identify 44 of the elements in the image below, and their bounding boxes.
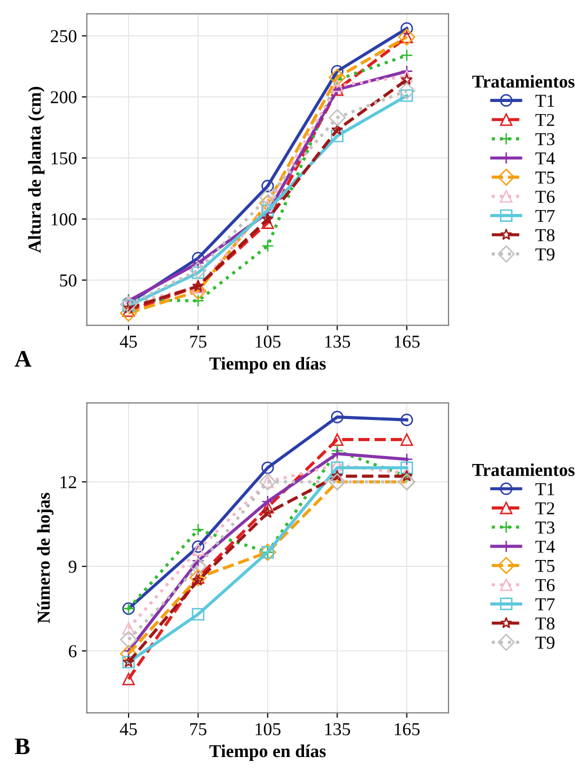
x-tick-label: 45 bbox=[120, 336, 137, 348]
text: B bbox=[14, 738, 30, 754]
legend-label: T9 bbox=[535, 248, 554, 260]
legend-label: T2 bbox=[535, 502, 554, 514]
legend-label: T1 bbox=[535, 483, 554, 496]
x-tick-label: 165 bbox=[394, 336, 420, 348]
legend-label: T9 bbox=[535, 636, 554, 649]
y-tick-label: 50 bbox=[60, 274, 76, 287]
y-tick-label: 9 bbox=[68, 560, 76, 573]
x-tick-label: 75 bbox=[190, 723, 206, 736]
y-tick-label: 6 bbox=[68, 645, 77, 658]
legend-title: Tratamientos bbox=[472, 463, 575, 476]
legend-title: Tratamientos bbox=[472, 75, 575, 88]
x-tick-label: 75 bbox=[190, 336, 206, 348]
legend-label: T5 bbox=[535, 560, 554, 572]
x-tick-label: 165 bbox=[394, 723, 420, 736]
x-tick-label: 105 bbox=[256, 336, 280, 348]
y-tick-label: 200 bbox=[50, 91, 76, 104]
legend-label: T4 bbox=[535, 540, 555, 553]
y-tick-label: 150 bbox=[52, 152, 76, 164]
legend-label: T1 bbox=[535, 94, 554, 107]
x-axis-title: Tiempo en días bbox=[209, 744, 326, 761]
x-tick-label: 135 bbox=[325, 723, 350, 736]
y-axis-title: Número de hojas bbox=[37, 492, 54, 624]
legend-label: T3 bbox=[535, 133, 554, 146]
legend-label: T8 bbox=[535, 229, 554, 242]
x-tick-label: 135 bbox=[325, 336, 350, 348]
legend-label: T5 bbox=[535, 172, 554, 184]
y-tick-label: 250 bbox=[50, 30, 76, 42]
legend-label: T2 bbox=[535, 114, 554, 126]
legend-label: T7 bbox=[535, 210, 555, 222]
x-axis-title: Tiempo en días bbox=[209, 356, 326, 374]
legend-label: T8 bbox=[535, 617, 554, 630]
legend-label: T7 bbox=[535, 598, 555, 610]
x-tick-label: 105 bbox=[256, 723, 280, 736]
legend-label: T3 bbox=[535, 522, 554, 534]
y-tick-label: 100 bbox=[52, 213, 76, 226]
legend-label: T6 bbox=[535, 579, 555, 592]
y-tick-label: 12 bbox=[60, 476, 76, 488]
x-tick-label: 45 bbox=[120, 723, 137, 736]
legend-label: T4 bbox=[535, 152, 555, 164]
y-axis-title: Altura de planta (cm) bbox=[28, 86, 44, 253]
legend-label: T6 bbox=[535, 190, 555, 203]
text: A bbox=[14, 351, 32, 367]
